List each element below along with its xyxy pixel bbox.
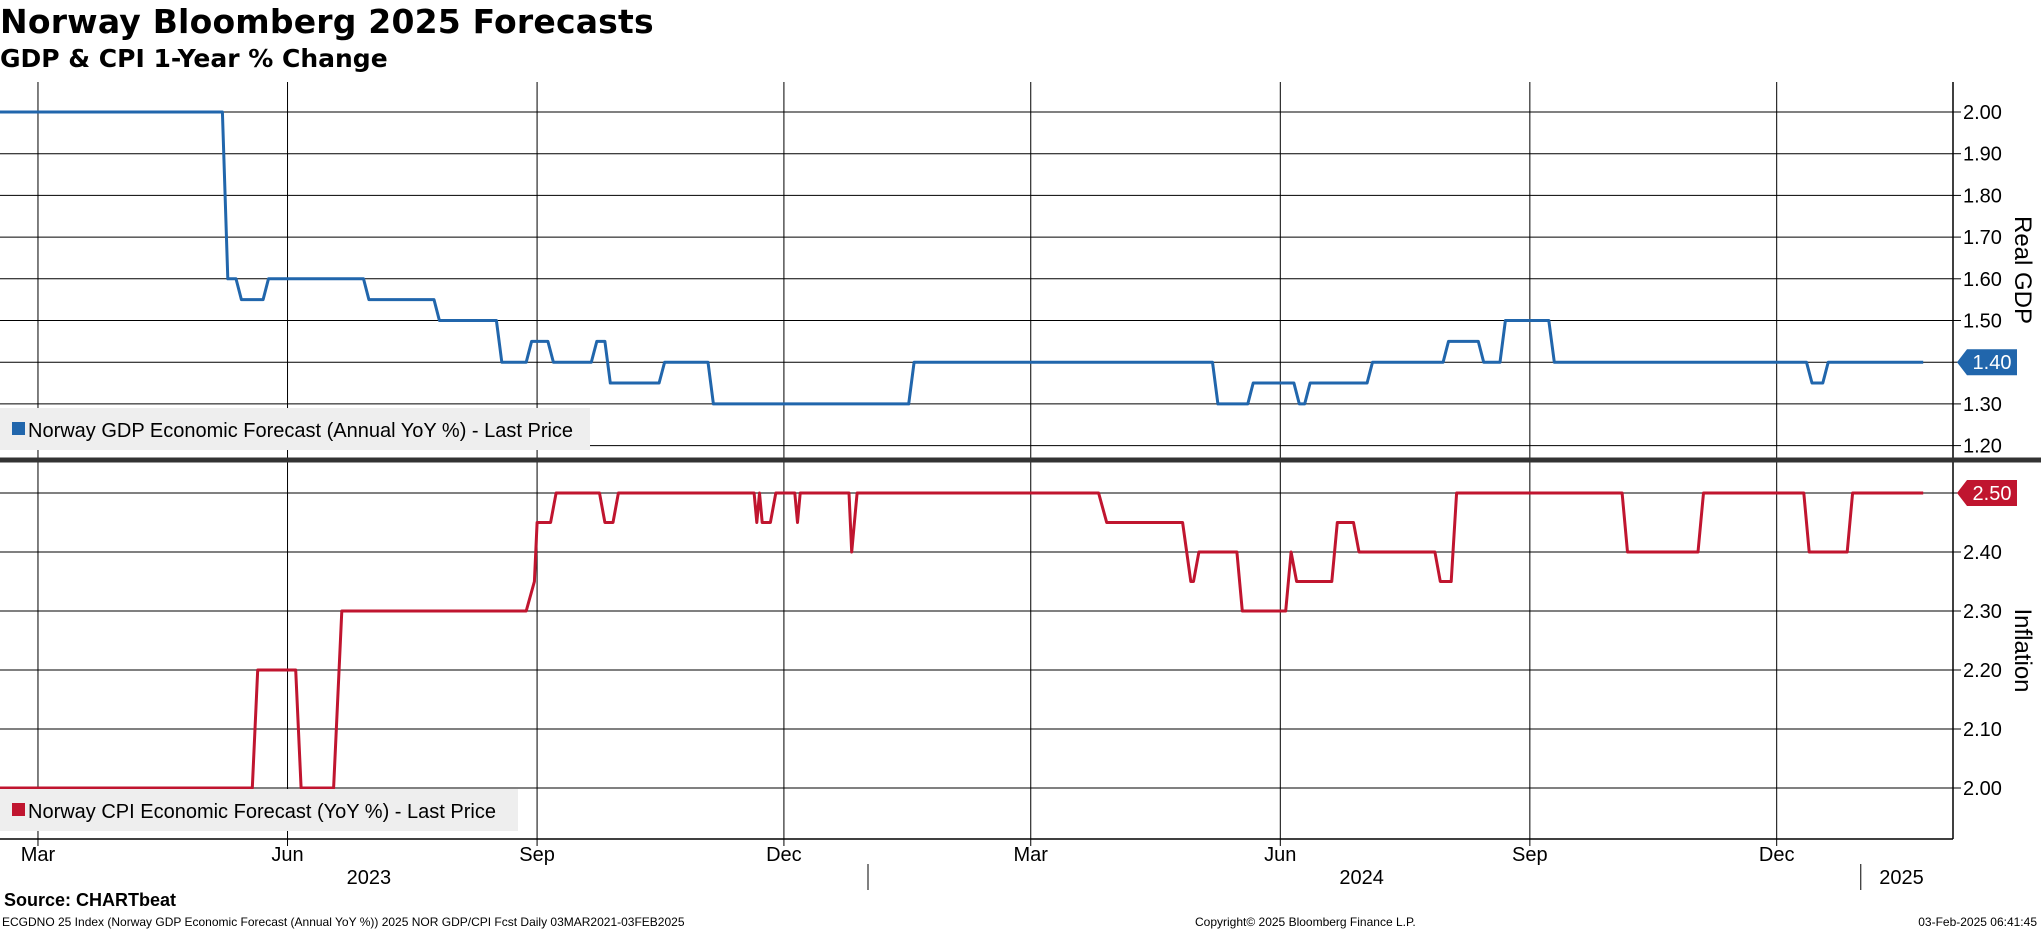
legend: Norway CPI Economic Forecast (YoY %) - L… bbox=[0, 789, 518, 831]
y-tick-label: 1.60 bbox=[1963, 269, 2002, 291]
last-value-flag bbox=[1957, 349, 2017, 376]
year-label: 2023 bbox=[347, 867, 392, 889]
timestamp: 03-Feb-2025 06:41:45 bbox=[1918, 915, 2037, 929]
x-tick-label: Jun bbox=[271, 844, 303, 866]
last-value-flag bbox=[1957, 480, 2017, 506]
y-tick-label: 1.70 bbox=[1963, 227, 2002, 249]
x-tick-label: Jun bbox=[1264, 844, 1296, 866]
y-axis-title: Real GDP bbox=[2009, 216, 2036, 324]
chart-title: Norway Bloomberg 2025 Forecasts bbox=[0, 2, 654, 41]
y-tick-label: 1.50 bbox=[1963, 311, 2002, 333]
year-label: 2024 bbox=[1339, 867, 1384, 889]
gdp-forecast-line bbox=[0, 110, 1924, 406]
x-tick-label: Mar bbox=[1014, 844, 1049, 866]
legend-label: Norway CPI Economic Forecast (YoY %) - L… bbox=[28, 801, 496, 823]
x-tick-label: Dec bbox=[1759, 844, 1795, 866]
legend-background bbox=[0, 408, 590, 450]
cpi-forecast-line bbox=[0, 491, 1924, 790]
y-tick-label: 1.20 bbox=[1963, 436, 2002, 458]
y-tick-label: 2.00 bbox=[1963, 778, 2002, 800]
y-axis-title: Inflation bbox=[2009, 608, 2036, 692]
y-tick-label: 2.00 bbox=[1963, 102, 2002, 124]
y-tick-label: 2.40 bbox=[1963, 542, 2002, 564]
last-value-label: 2.50 bbox=[1973, 483, 2012, 505]
y-tick-label: 1.80 bbox=[1963, 185, 2002, 207]
chart-description: ECGDNO 25 Index (Norway GDP Economic For… bbox=[2, 915, 685, 929]
source-note: Source: CHARTbeat bbox=[4, 890, 177, 910]
y-tick-label: 2.20 bbox=[1963, 660, 2002, 682]
legend: Norway GDP Economic Forecast (Annual YoY… bbox=[0, 408, 590, 450]
legend-swatch bbox=[12, 803, 25, 816]
x-tick-label: Sep bbox=[519, 844, 555, 866]
legend-swatch bbox=[12, 422, 25, 435]
year-label: 2025 bbox=[1879, 867, 1924, 889]
chart-subtitle: GDP & CPI 1-Year % Change bbox=[0, 44, 388, 73]
legend-label: Norway GDP Economic Forecast (Annual YoY… bbox=[28, 420, 573, 442]
copyright-note: Copyright© 2025 Bloomberg Finance L.P. bbox=[1195, 915, 1416, 929]
last-value-label: 1.40 bbox=[1973, 352, 2012, 374]
x-tick-label: Mar bbox=[21, 844, 56, 866]
legend-background bbox=[0, 789, 518, 831]
y-tick-label: 2.10 bbox=[1963, 719, 2002, 741]
x-tick-label: Dec bbox=[766, 844, 802, 866]
y-tick-label: 1.30 bbox=[1963, 394, 2002, 416]
y-tick-label: 1.90 bbox=[1963, 144, 2002, 166]
x-tick-label: Sep bbox=[1512, 844, 1548, 866]
y-tick-label: 2.30 bbox=[1963, 601, 2002, 623]
